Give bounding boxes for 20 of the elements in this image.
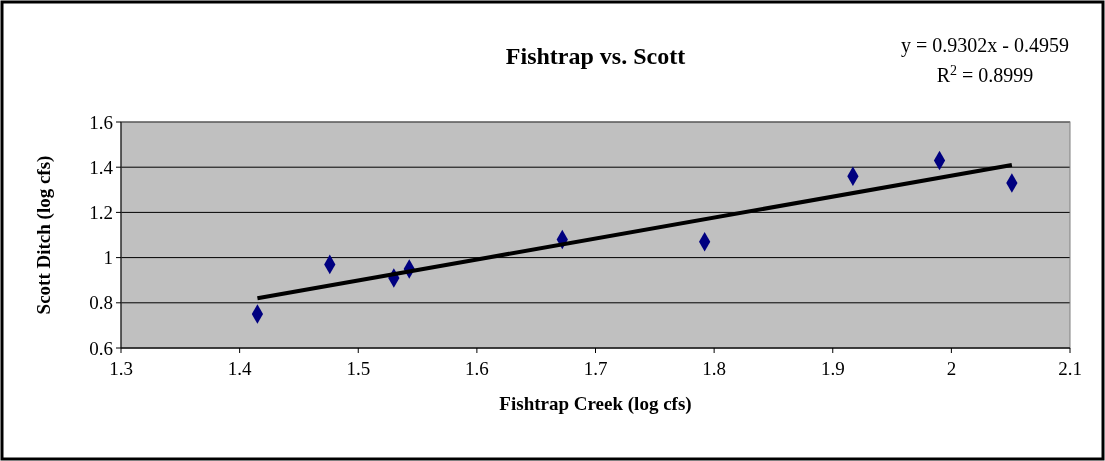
text: y = 0.9302x - 0.4959 xyxy=(901,34,1069,57)
y-tick-label: 1.6 xyxy=(89,111,113,133)
x-tick-label: 1.9 xyxy=(820,358,845,379)
x-tick-label: 1.7 xyxy=(583,358,608,379)
x-tick-label: 1.3 xyxy=(109,358,133,379)
x-tick-label: 1.4 xyxy=(227,358,252,379)
y-axis-title: Scott Ditch (log cfs) xyxy=(33,155,55,315)
y-tick-label: 1.4 xyxy=(89,156,114,178)
x-tick-label: 1.6 xyxy=(465,358,489,379)
x-axis-title: Fishtrap Creek (log cfs) xyxy=(499,393,692,415)
chart-title: Fishtrap vs. Scott xyxy=(505,43,686,69)
x-tick-label: 2 xyxy=(946,358,957,379)
x-tick-label: 2.1 xyxy=(1058,358,1082,379)
y-tick-label: 1 xyxy=(103,247,113,269)
text: R$^{2}$ = 0.8999 xyxy=(936,62,1034,86)
y-tick-label: 0.6 xyxy=(89,337,113,359)
x-tick-label: 1.8 xyxy=(702,358,726,379)
y-tick-label: 0.8 xyxy=(89,292,113,314)
x-tick-label: 1.5 xyxy=(346,358,371,379)
y-tick-label: 1.2 xyxy=(89,202,113,224)
